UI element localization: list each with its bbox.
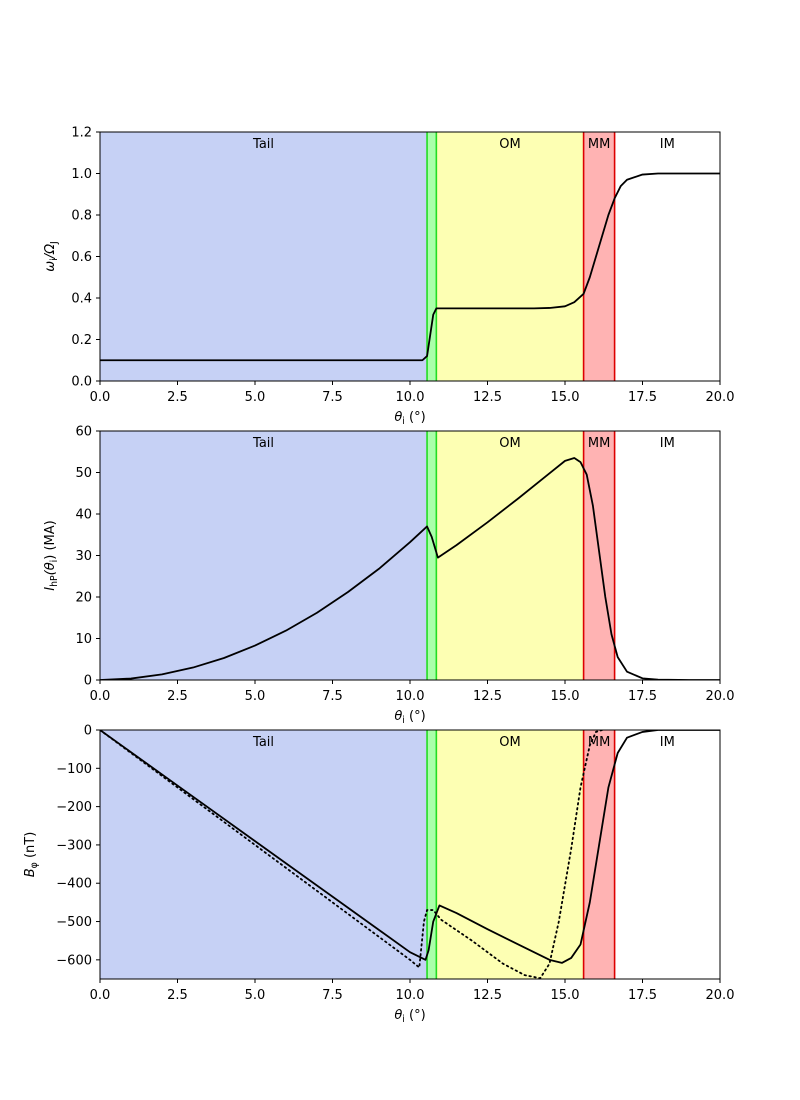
region-band-om bbox=[436, 431, 584, 680]
region-label-tail: Tail bbox=[252, 137, 274, 152]
x-tick-label: 15.0 bbox=[551, 689, 580, 704]
region-band-tail bbox=[100, 132, 428, 381]
x-tick-label: 12.5 bbox=[473, 689, 502, 704]
region-band-tail bbox=[100, 431, 428, 680]
region-label-im: IM bbox=[660, 436, 675, 451]
region-label-tail: Tail bbox=[252, 735, 274, 750]
y-tick-label: −200 bbox=[56, 800, 92, 815]
x-tick-label: 7.5 bbox=[322, 390, 343, 405]
x-tick-label: 15.0 bbox=[551, 390, 580, 405]
region-label-om: OM bbox=[499, 137, 520, 152]
y-tick-label: 0.0 bbox=[71, 375, 92, 390]
series-line-solid bbox=[100, 457, 720, 680]
y-tick-label: 0 bbox=[84, 674, 92, 689]
y-tick-label: 0.6 bbox=[71, 250, 92, 265]
x-tick-label: 2.5 bbox=[167, 988, 188, 1003]
x-tick-label: 7.5 bbox=[322, 988, 343, 1003]
region-band-transition bbox=[427, 132, 437, 381]
y-tick-label: 60 bbox=[75, 425, 92, 440]
x-tick-label: 20.0 bbox=[706, 988, 735, 1003]
x-tick-label: 0.0 bbox=[90, 689, 111, 704]
x-tick-label: 10.0 bbox=[396, 390, 425, 405]
x-tick-label: 17.5 bbox=[628, 988, 657, 1003]
region-band-im bbox=[614, 431, 720, 680]
x-axis-label: θi (°) bbox=[394, 709, 425, 726]
y-tick-label: 20 bbox=[75, 591, 92, 606]
y-tick-label: 1.2 bbox=[71, 126, 92, 141]
region-band-om bbox=[436, 730, 584, 979]
y-tick-label: 0.4 bbox=[71, 292, 92, 307]
region-band-mm bbox=[583, 730, 615, 979]
y-tick-label: 40 bbox=[75, 508, 92, 523]
region-band-transition bbox=[427, 730, 437, 979]
y-tick-label: 10 bbox=[75, 632, 92, 647]
region-label-mm: MM bbox=[588, 436, 610, 451]
y-tick-label: 30 bbox=[75, 549, 92, 564]
region-label-im: IM bbox=[660, 137, 675, 152]
region-band-tail bbox=[100, 730, 428, 979]
y-tick-label: −300 bbox=[56, 838, 92, 853]
x-tick-label: 0.0 bbox=[90, 390, 111, 405]
chart-panel-bphi: Tail OM MM IM 0.0 2.5 5.0 7.5 10.0 12.5 15.0 17.5 20… bbox=[23, 724, 734, 1026]
chart-panel-omega: Tail OM MM IM 0.0 2.5 5.0 7.5 10.0 12.5 15.0 17.5 20… bbox=[43, 126, 734, 428]
region-label-mm: MM bbox=[588, 137, 610, 152]
x-tick-label: 7.5 bbox=[322, 689, 343, 704]
x-tick-label: 17.5 bbox=[628, 689, 657, 704]
x-tick-label: 2.5 bbox=[167, 390, 188, 405]
region-label-im: IM bbox=[660, 735, 675, 750]
y-tick-label: −600 bbox=[56, 953, 92, 968]
x-tick-label: 5.0 bbox=[245, 689, 266, 704]
y-tick-label: 0.8 bbox=[71, 209, 92, 224]
x-tick-label: 2.5 bbox=[167, 689, 188, 704]
y-tick-label: −500 bbox=[56, 915, 92, 930]
x-tick-label: 10.0 bbox=[396, 988, 425, 1003]
region-label-om: OM bbox=[499, 436, 520, 451]
region-band-om bbox=[436, 132, 584, 381]
x-tick-label: 15.0 bbox=[551, 988, 580, 1003]
series-line-solid bbox=[100, 172, 720, 362]
y-tick-label: 50 bbox=[75, 466, 92, 481]
x-tick-label: 0.0 bbox=[90, 988, 111, 1003]
y-tick-label: −100 bbox=[56, 762, 92, 777]
x-tick-label: 10.0 bbox=[396, 689, 425, 704]
y-axis-label: IhP(θi) (MA) bbox=[43, 520, 60, 591]
region-label-mm: MM bbox=[588, 735, 610, 750]
region-band-im bbox=[614, 730, 720, 979]
x-axis-label: θi (°) bbox=[394, 1008, 425, 1025]
x-tick-label: 17.5 bbox=[628, 390, 657, 405]
x-tick-label: 20.0 bbox=[706, 390, 735, 405]
y-axis-label: Bφ (nT) bbox=[23, 832, 40, 878]
y-tick-label: 0.2 bbox=[71, 333, 92, 348]
y-tick-label: 0 bbox=[84, 724, 92, 739]
region-band-transition bbox=[427, 431, 437, 680]
series-line-dotted bbox=[100, 730, 604, 979]
series-line-solid bbox=[100, 730, 720, 964]
y-tick-label: 1.0 bbox=[71, 167, 92, 182]
y-tick-label: −400 bbox=[56, 877, 92, 892]
region-band-im bbox=[614, 132, 720, 381]
x-tick-label: 5.0 bbox=[245, 988, 266, 1003]
x-tick-label: 20.0 bbox=[706, 689, 735, 704]
x-axis-label: θi (°) bbox=[394, 410, 425, 427]
x-tick-label: 12.5 bbox=[473, 988, 502, 1003]
y-axis-label: ωi/ΩJ bbox=[43, 241, 60, 272]
region-label-om: OM bbox=[499, 735, 520, 750]
region-band-mm bbox=[583, 132, 615, 381]
chart-panel-current: Tail OM MM IM 0.0 2.5 5.0 7.5 10.0 12.5 15.0 17.5 20… bbox=[43, 425, 734, 727]
x-tick-label: 5.0 bbox=[245, 390, 266, 405]
region-label-tail: Tail bbox=[252, 436, 274, 451]
x-tick-label: 12.5 bbox=[473, 390, 502, 405]
